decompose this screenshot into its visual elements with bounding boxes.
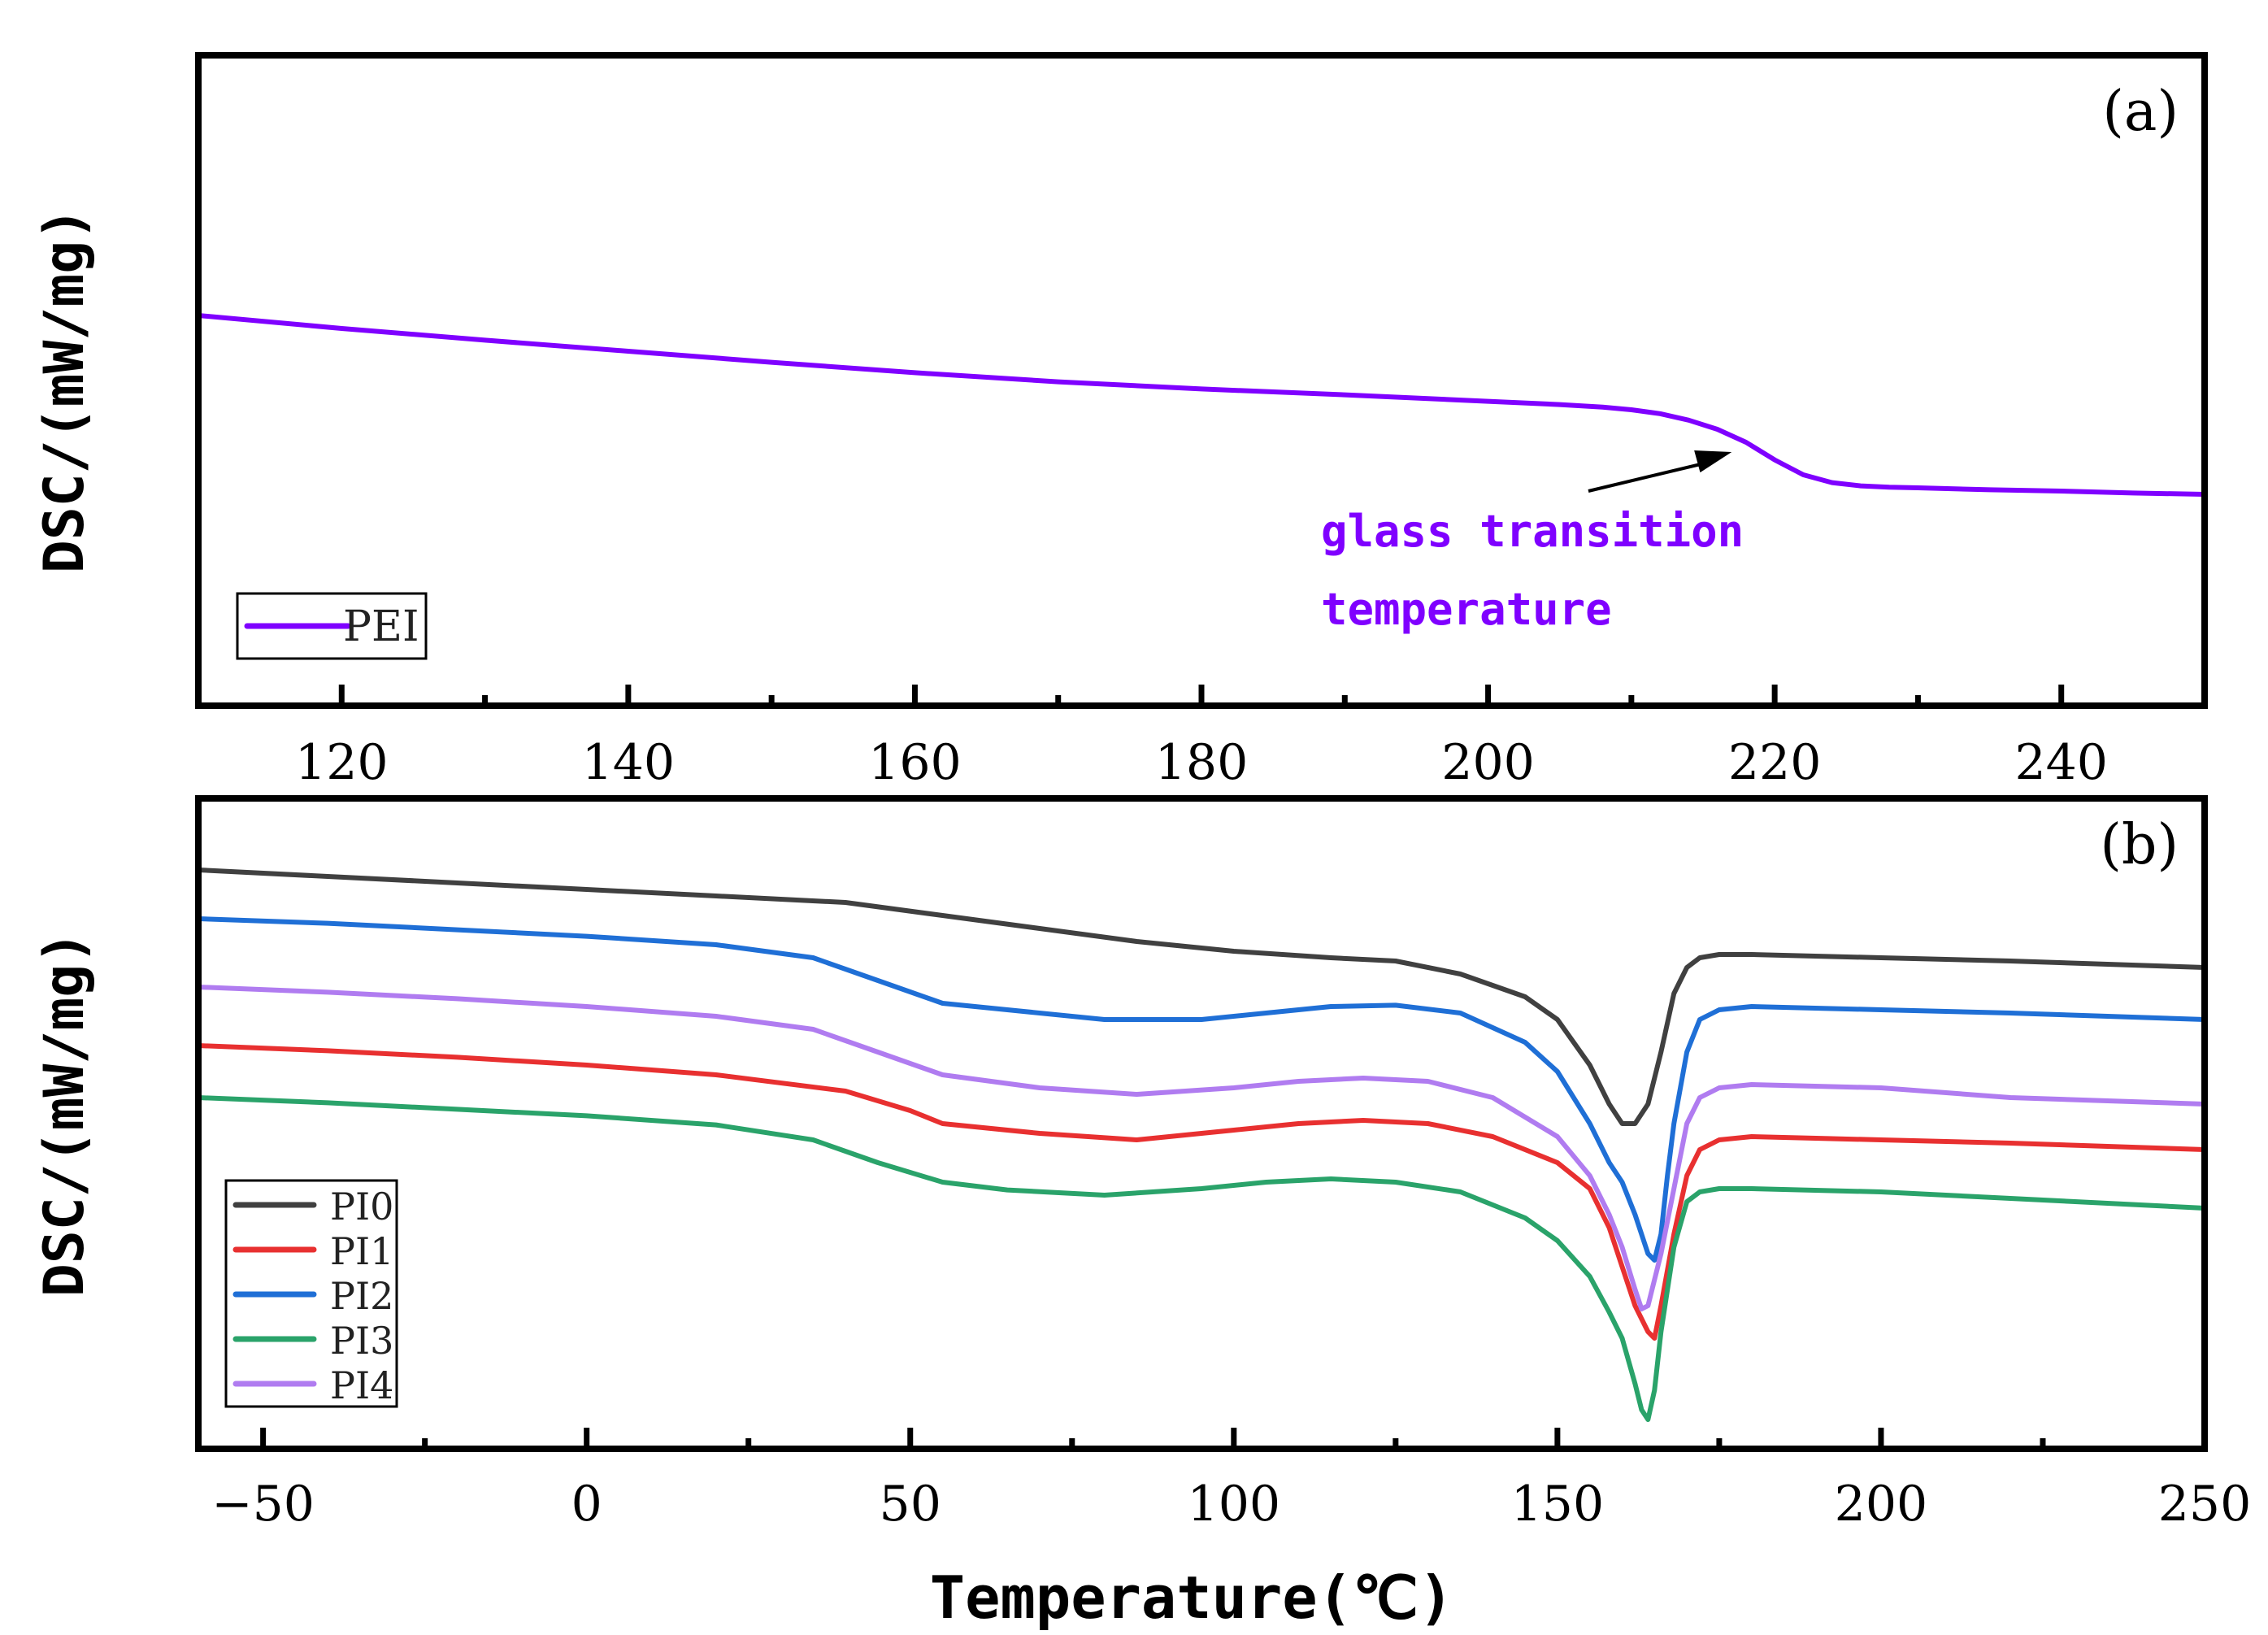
x-tick-label: 200 bbox=[1835, 1476, 1928, 1533]
x-tick-label: 250 bbox=[2158, 1476, 2252, 1533]
legend-label-PI3: PI3 bbox=[330, 1319, 393, 1363]
series-line-PI0 bbox=[196, 868, 2207, 1126]
panel-label: (a) bbox=[2102, 80, 2179, 144]
x-tick-label: 160 bbox=[868, 734, 962, 791]
series-line-PI4 bbox=[196, 985, 2207, 1311]
x-tick-label: 180 bbox=[1155, 734, 1249, 791]
ylabel-b: DSC/(mW/mg) bbox=[33, 931, 97, 1297]
x-tick-label: 220 bbox=[1728, 734, 1822, 791]
x-tick-label: 200 bbox=[1441, 734, 1535, 791]
plot-frame bbox=[195, 52, 2208, 709]
panel-label: (b) bbox=[2100, 813, 2179, 877]
series-line-PI2 bbox=[196, 916, 2207, 1263]
x-tick-label: 240 bbox=[2014, 734, 2108, 791]
annotation-arrow-head bbox=[1694, 450, 1732, 473]
legend-label-PI4: PI4 bbox=[330, 1363, 393, 1407]
x-tick-label: −50 bbox=[211, 1476, 315, 1533]
legend-label-PI1: PI1 bbox=[330, 1229, 393, 1273]
legend-label-PI0: PI0 bbox=[330, 1185, 393, 1228]
series-line-PI3 bbox=[196, 1095, 2207, 1422]
legend-label-PI2: PI2 bbox=[330, 1274, 393, 1318]
x-tick-label: 120 bbox=[295, 734, 389, 791]
legend-label-PEI: PEI bbox=[343, 602, 419, 651]
panel-a: 120 140 160 180 200 220 240 (a) PEI glass transit… bbox=[195, 52, 2208, 791]
series-line-PI1 bbox=[196, 1043, 2207, 1341]
series-line-PEI bbox=[196, 313, 2207, 497]
x-axis-title: Temperature(℃) bbox=[930, 1563, 1453, 1632]
plot-frame bbox=[195, 795, 2208, 1452]
x-tick-label: 50 bbox=[880, 1476, 941, 1533]
annotation-text: temperature bbox=[1321, 584, 1612, 635]
x-tick-label: 0 bbox=[571, 1476, 602, 1533]
x-tick-label: 150 bbox=[1511, 1476, 1605, 1533]
x-tick-label: 140 bbox=[582, 734, 676, 791]
x-tick-label: 100 bbox=[1188, 1476, 1281, 1533]
annotation-arrow-shaft bbox=[1588, 461, 1708, 493]
ylabel-a: DSC/(mW/mg) bbox=[33, 207, 97, 573]
annotation-text: glass transition bbox=[1321, 506, 1744, 557]
